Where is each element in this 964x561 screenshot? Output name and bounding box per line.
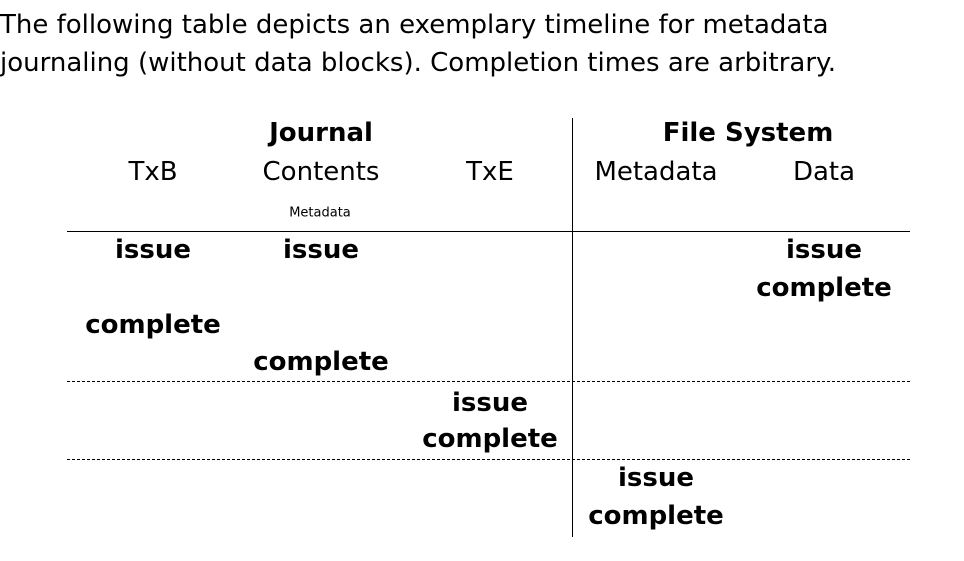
column-header-txb: TxB — [128, 157, 178, 187]
cell-metadata-complete: complete — [588, 501, 724, 531]
cell-contents-issue: issue — [282, 235, 360, 265]
cell-txe-complete: complete — [422, 424, 558, 454]
file-system-group-header: File System — [662, 118, 834, 148]
cell-contents-complete: complete — [253, 347, 389, 377]
dashed-separator-1 — [67, 381, 910, 382]
column-header-contents: Contents — [262, 157, 380, 187]
column-header-txe: TxE — [466, 157, 514, 187]
journal-group-header: Journal — [269, 118, 373, 148]
column-header-metadata: Metadata — [594, 157, 718, 187]
cell-txb-complete: complete — [85, 310, 221, 340]
header-rule — [67, 231, 910, 233]
intro-line-2: journaling (without data blocks). Comple… — [0, 48, 836, 78]
dashed-separator-2 — [67, 459, 910, 460]
cell-txe-issue: issue — [451, 388, 529, 418]
cell-data-issue: issue — [785, 235, 863, 265]
cell-txb-issue: issue — [114, 235, 192, 265]
cell-data-complete: complete — [756, 273, 892, 303]
intro-line-1: The following table depicts an exemplary… — [0, 10, 829, 40]
cell-metadata-issue: issue — [617, 463, 695, 493]
column-header-data: Data — [792, 157, 856, 187]
column-subheader-metadata: Metadata — [289, 205, 351, 221]
intro-paragraph: The following table depicts an exemplary… — [0, 6, 964, 82]
vertical-divider — [572, 118, 574, 537]
